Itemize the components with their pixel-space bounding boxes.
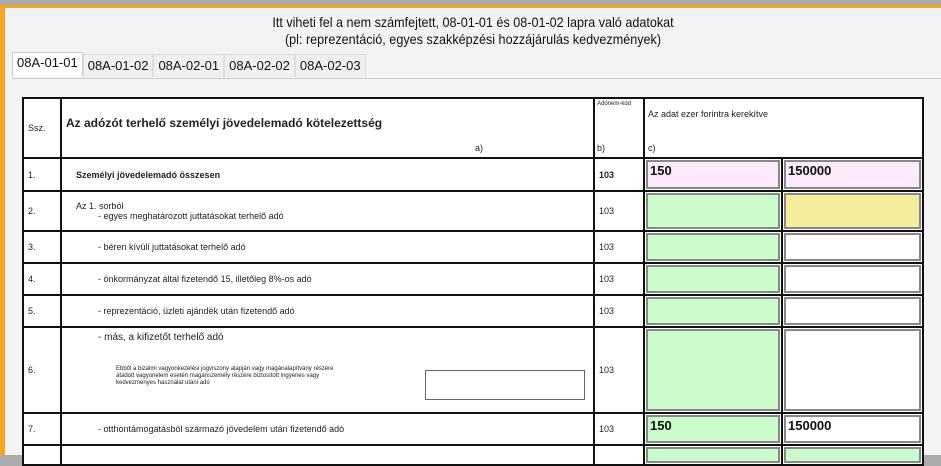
value-cell-1: 150	[643, 157, 783, 192]
header-value: Az adat ezer forintra kerekítve c)	[643, 97, 924, 159]
header-title: Az adózót terhelő személyi jövedelemadó …	[60, 97, 595, 159]
row-description	[60, 444, 595, 466]
table-row: 7. - otthontámogatásból származó jövedel…	[22, 412, 924, 446]
row-description: - béren kívüli juttatásokat terhelő adó	[60, 230, 595, 264]
row-code: 103	[593, 262, 645, 296]
row-description: - önkormányzat által fizetendő 15, illet…	[60, 262, 595, 296]
row-note: Ebből a bizalmi vagyonkezelési jogviszon…	[116, 365, 334, 386]
tab-08a-02-02[interactable]: 08A-02-02	[224, 54, 295, 77]
row-description: - reprezentáció, üzleti ajándék után fiz…	[60, 294, 595, 328]
row-description: - más, a kifizetőt terhelő adó Ebből a bi…	[60, 326, 595, 414]
tab-08a-01-02[interactable]: 08A-01-02	[82, 54, 154, 77]
row-label: - reprezentáció, üzleti ajándék után fiz…	[98, 306, 295, 316]
tax-table: Ssz. Az adózót terhelő személyi jövedele…	[22, 97, 924, 466]
value-input-2[interactable]	[784, 297, 921, 325]
tab-08a-02-03[interactable]: 08A-02-03	[294, 54, 366, 77]
value-input-2[interactable]	[784, 193, 921, 229]
row-number: 2.	[22, 190, 62, 232]
value-input-2[interactable]	[784, 265, 921, 293]
value-input-1[interactable]	[646, 193, 780, 229]
value-cell-2	[781, 326, 924, 414]
row-number: 1.	[22, 157, 62, 192]
value-cell-1	[643, 326, 783, 414]
value-input-1[interactable]: 150	[646, 415, 780, 443]
value-input-2[interactable]: 150000	[784, 415, 921, 443]
row-label: - egyes meghatározott juttatásokat terhe…	[98, 211, 284, 221]
row-number: 3.	[22, 230, 62, 264]
value-input-1[interactable]: 150	[646, 160, 780, 189]
value-input-2[interactable]	[784, 233, 921, 261]
header-code: Adónem-kód b)	[593, 97, 645, 159]
value-cell-2	[781, 294, 924, 328]
value-input-1[interactable]	[646, 329, 780, 411]
value-input-2[interactable]	[784, 447, 921, 463]
row-number: 7.	[22, 412, 62, 446]
row-number	[22, 444, 62, 466]
value-input-2[interactable]: 150000	[784, 160, 921, 189]
row-number: 4.	[22, 262, 62, 296]
table-row: 3. - béren kívüli juttatásokat terhelő a…	[22, 230, 924, 264]
row-description: Személyi jövedelemadó összesen	[60, 157, 595, 192]
value-input-1[interactable]	[646, 265, 780, 293]
value-input-2[interactable]	[784, 329, 921, 411]
row-label: - béren kívüli juttatásokat terhelő adó	[98, 242, 246, 252]
row-code: 103	[593, 230, 645, 264]
value-input-1[interactable]	[646, 297, 780, 325]
row-code: 103	[593, 294, 645, 328]
value-cell-1	[643, 230, 783, 264]
row-code: 103	[593, 412, 645, 446]
value-cell-2	[781, 262, 924, 296]
value-cell-2: 150000	[781, 157, 924, 192]
value-cell-2: 150000	[781, 412, 924, 446]
value-cell-1	[643, 262, 783, 296]
tab-08a-01-01[interactable]: 08A-01-01	[12, 52, 83, 77]
row-label: - önkormányzat által fizetendő 15, illet…	[98, 274, 312, 284]
value-cell-1	[643, 190, 783, 232]
row-code: 103	[593, 190, 645, 232]
row-number: 6.	[22, 326, 62, 414]
value-cell-2	[781, 230, 924, 264]
tab-bar: 08A-01-01 08A-01-02 08A-02-01 08A-02-02 …	[12, 52, 366, 77]
row-code: 103	[593, 326, 645, 414]
row-label: - más, a kifizetőt terhelő adó	[98, 332, 224, 343]
row-description: Az 1. sorból - egyes meghatározott juttat…	[60, 190, 595, 232]
row-label: - otthontámogatásból származó jövedelem …	[98, 424, 345, 434]
table-row: 2. Az 1. sorból - egyes meghatározott jut…	[22, 190, 924, 232]
value-input-1[interactable]	[646, 233, 780, 261]
row-description: - otthontámogatásból származó jövedelem …	[60, 412, 595, 446]
table-row: 4. - önkormányzat által fizetendő 15, il…	[22, 262, 924, 296]
table-row	[22, 444, 924, 466]
value-cell-1	[643, 294, 783, 328]
value-cell-1: 150	[643, 412, 783, 446]
tab-08a-02-01[interactable]: 08A-02-01	[153, 54, 225, 77]
note-input[interactable]	[425, 370, 585, 400]
table-row: 6. - más, a kifizetőt terhelő adó Ebből a…	[22, 326, 924, 414]
header-ssz: Ssz.	[22, 97, 62, 159]
table-row: 5. - reprezentáció, üzleti ajándék után …	[22, 294, 924, 328]
page-title: Itt viheti fel a nem számfejtett, 08-01-…	[272, 14, 674, 47]
row-number: 5.	[22, 294, 62, 328]
row-code: 103	[593, 157, 645, 192]
value-cell-2	[781, 444, 924, 466]
tab-panel: Ssz. Az adózót terhelő személyi jövedele…	[12, 78, 941, 466]
value-cell-2	[781, 190, 924, 232]
row-label: Személyi jövedelemadó összesen	[76, 169, 221, 180]
value-cell-1	[643, 444, 783, 466]
table-header: Ssz. Az adózót terhelő személyi jövedele…	[22, 97, 924, 159]
value-input-1[interactable]	[646, 447, 780, 463]
row-code	[593, 444, 645, 466]
row-pre: Az 1. sorból	[76, 201, 124, 211]
table-row: 1. Személyi jövedelemadó összesen 103 15…	[22, 157, 924, 192]
form-window: Itt viheti fel a nem számfejtett, 08-01-…	[0, 5, 941, 466]
